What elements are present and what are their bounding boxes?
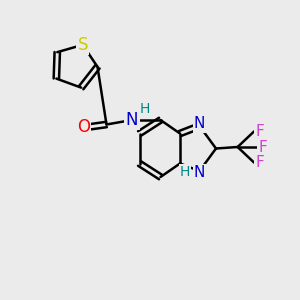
Text: F: F [255,155,264,170]
Text: S: S [77,36,88,54]
Text: N: N [194,165,205,180]
Text: N: N [126,111,138,129]
Text: F: F [255,124,264,139]
Text: H: H [180,166,190,179]
Text: N: N [194,116,205,131]
Text: F: F [258,140,267,154]
Text: H: H [140,102,150,116]
Text: O: O [77,118,90,136]
